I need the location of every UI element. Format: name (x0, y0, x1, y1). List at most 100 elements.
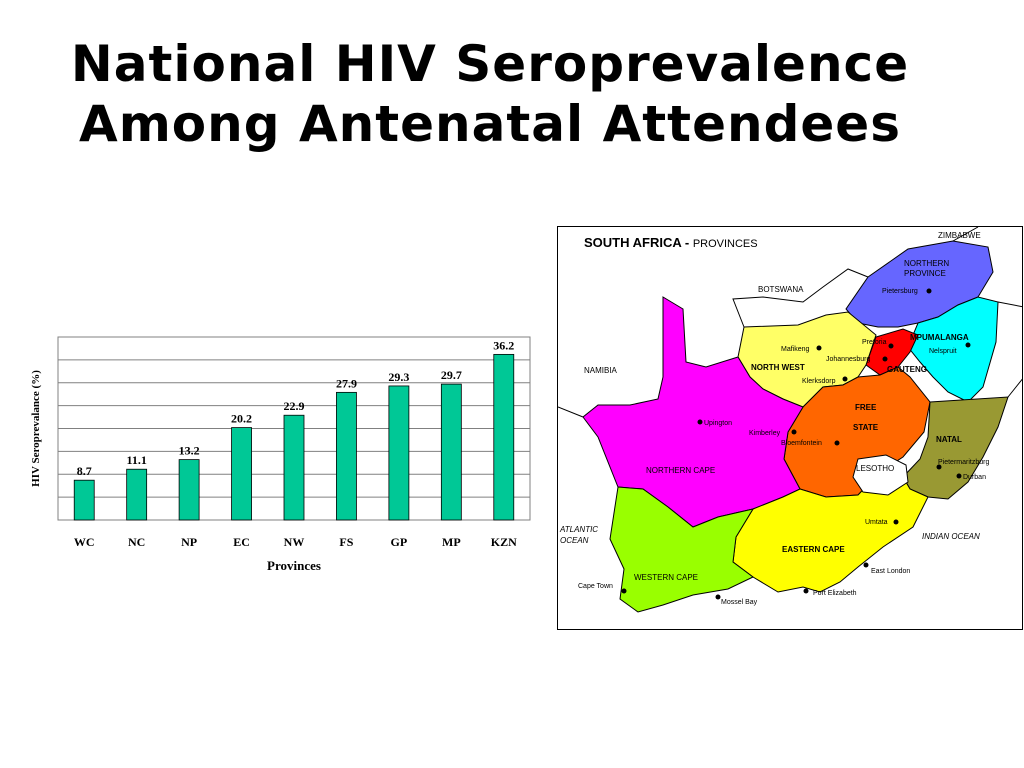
city-dot (834, 440, 840, 446)
x-tick-gp: GP (391, 535, 408, 549)
city-label: Nelspruit (929, 348, 957, 355)
city-label: Mafikeng (781, 346, 810, 353)
map-title-rest: PROVINCES (693, 238, 758, 250)
bar-mp (440, 383, 462, 521)
city-label: Port Elizabeth (813, 590, 857, 597)
city-mossel-bay: Mossel Bay (715, 594, 758, 606)
city-label: Mossel Bay (721, 599, 758, 606)
city-umtata: Umtata (865, 519, 899, 526)
data-labels: 8.7 11.1 13.2 20.2 22.9 27.9 29.3 29.7 36.2 (77, 338, 515, 478)
map-border-lines (558, 227, 1022, 418)
x-tick-np: NP (181, 535, 197, 549)
x-tick-ec: EC (233, 535, 250, 549)
city-pretoria: Pretoria (862, 339, 894, 349)
city-label: Pietersburg (882, 288, 918, 295)
label-namibia: NAMIBIA (584, 366, 618, 375)
x-tick-fs: FS (339, 535, 353, 549)
city-johannesburg: Johannesburg (826, 356, 888, 363)
city-dot (888, 343, 894, 349)
slide-title: National HIV Seroprevalence Among Antena… (60, 34, 920, 154)
city-dot (816, 345, 822, 351)
label-free-state-1: FREE (855, 403, 877, 412)
map-gauteng (865, 328, 919, 376)
city-kimberley: Kimberley (749, 429, 797, 437)
label-atlantic-2: OCEAN (560, 536, 589, 545)
x-tick-nw: NW (284, 535, 305, 549)
bar-np (178, 459, 200, 521)
map-lesotho (852, 454, 909, 496)
label-northern-province-1: NORTHERN (904, 259, 949, 268)
label-free-state-2: STATE (853, 423, 879, 432)
data-label-ec: 20.2 (231, 412, 252, 426)
city-label: Johannesburg (826, 356, 870, 363)
bar-ec (231, 427, 252, 521)
x-tick-kzn: KZN (491, 535, 517, 549)
label-natal: NATAL (936, 435, 962, 444)
x-axis-label: Provinces (267, 558, 321, 573)
south-africa-map: SOUTH AFRICA - PROVINCES ZIMBABWE BOTSWA… (558, 227, 1022, 613)
city-dot (715, 594, 721, 600)
data-label-kzn: 36.2 (493, 338, 514, 352)
city-label: Kimberley (749, 430, 781, 437)
x-tick-nc: NC (128, 535, 145, 549)
city-durban: Durban (956, 473, 986, 481)
city-dot (956, 473, 962, 479)
bars (73, 353, 515, 521)
data-label-gp: 29.3 (388, 370, 409, 384)
bar-wc (73, 479, 95, 521)
map-title: SOUTH AFRICA - PROVINCES (584, 235, 758, 250)
city-label: Pretoria (862, 339, 887, 346)
city-label: Bloemfontein (781, 440, 822, 447)
data-label-nc: 11.1 (126, 453, 146, 467)
label-atlantic-1: ATLANTIC (559, 525, 598, 534)
map-western-cape (609, 486, 755, 613)
plot-area: 8.7 11.1 13.2 20.2 22.9 27.9 29.3 29.7 36.2 WC NC… (57, 336, 531, 549)
bar-nw (283, 414, 305, 521)
label-north-west: NORTH WEST (751, 363, 805, 372)
city-dot (926, 288, 932, 294)
map-title-bold: SOUTH AFRICA - (584, 235, 693, 250)
label-gauteng: GAUTENG (887, 365, 927, 374)
city-label: Upington (704, 420, 732, 427)
city-dot (882, 356, 888, 362)
city-label: Cape Town (578, 583, 613, 590)
map-mpumalanga (907, 296, 999, 403)
x-tick-labels: WC NC NP EC NW FS GP MP KZN (74, 535, 517, 549)
city-cape-town: Cape Town (578, 583, 627, 594)
city-upington: Upington (697, 419, 732, 427)
label-eastern-cape: EASTERN CAPE (782, 545, 845, 554)
city-nelspruit: Nelspruit (929, 342, 971, 355)
bar-nc (126, 468, 148, 521)
city-label: Durban (963, 474, 986, 481)
data-label-wc: 8.7 (77, 464, 92, 478)
city-dot (791, 429, 797, 435)
city-label: East London (871, 568, 910, 575)
x-tick-mp: MP (442, 535, 461, 549)
label-zimbabwe: ZIMBABWE (938, 231, 981, 240)
city-pietermaritzburg: Pietermaritzburg (936, 459, 989, 470)
city-dot (936, 464, 942, 470)
city-bloemfontein: Bloemfontein (781, 440, 840, 447)
map-panel: SOUTH AFRICA - PROVINCES ZIMBABWE BOTSWA… (557, 226, 1023, 630)
label-botswana: BOTSWANA (758, 285, 804, 294)
city-mafikeng: Mafikeng (781, 345, 822, 353)
city-dot (965, 342, 971, 348)
label-indian-ocean: INDIAN OCEAN (922, 532, 980, 541)
data-label-nw: 22.9 (284, 399, 305, 413)
city-klerksdorp: Klerksdorp (802, 376, 848, 385)
y-axis-label: HIV Seroprevalance (%) (30, 370, 42, 487)
city-dot (621, 588, 627, 594)
city-dot (893, 519, 899, 525)
bar-gp (388, 385, 410, 521)
label-lesotho: LESOTHO (856, 464, 894, 473)
map-natal (902, 396, 1009, 500)
city-label: Pietermaritzburg (938, 459, 989, 466)
bar-chart: 8.7 11.1 13.2 20.2 22.9 27.9 29.3 29.7 36.2 WC NC… (30, 336, 531, 573)
title-line-2: Among Antenatal Attendees (79, 95, 901, 153)
label-northern-province-2: PROVINCE (904, 269, 946, 278)
city-east-london: East London (863, 562, 910, 575)
city-label: Umtata (865, 519, 888, 526)
x-tick-wc: WC (74, 535, 95, 549)
bar-kzn (493, 353, 515, 521)
city-port-elizabeth: Port Elizabeth (803, 588, 857, 597)
